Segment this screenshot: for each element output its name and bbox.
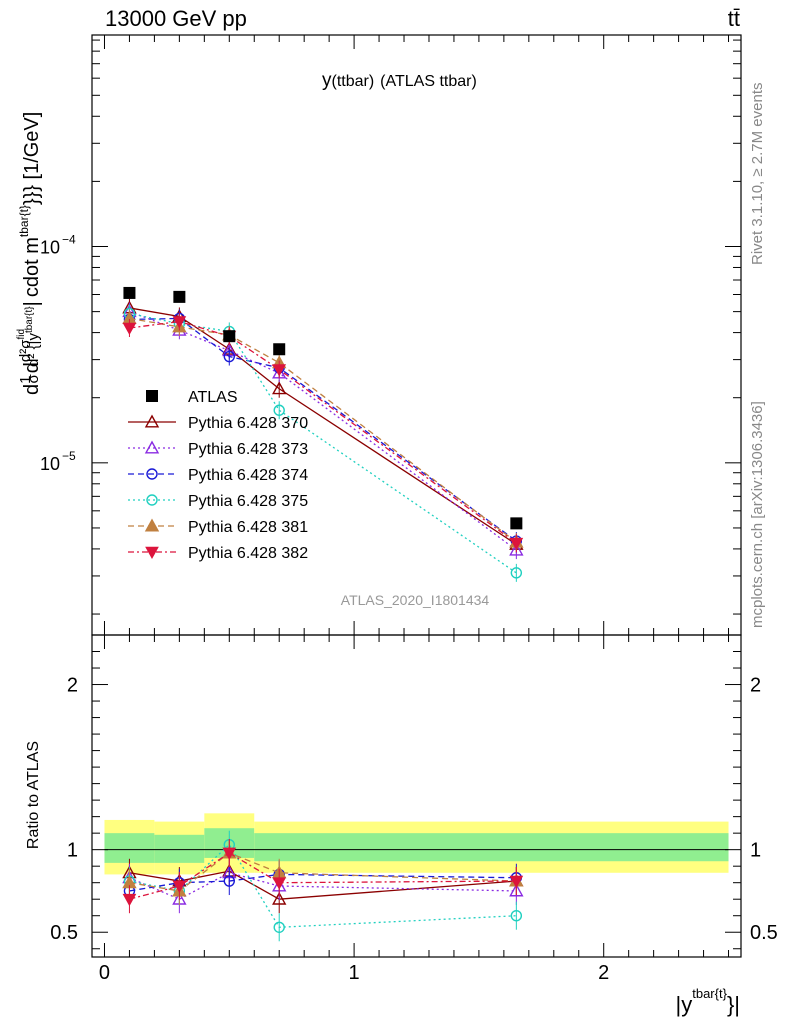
ratio-point	[273, 921, 285, 933]
ratio-axis-ticks	[92, 634, 741, 957]
series-atlas	[123, 286, 523, 530]
ratio-y-tick-label: 2	[67, 675, 78, 697]
legend-marker	[146, 494, 158, 506]
ratio-series-layer	[122, 830, 524, 942]
data-point	[509, 537, 524, 551]
ratio-point	[509, 875, 524, 889]
series-pythia-6-428-370	[122, 298, 524, 554]
main-title-rest: (ATLAS ttbar)	[380, 73, 477, 90]
data-point	[123, 286, 136, 299]
legend-entry: Pythia 6.428 370	[128, 414, 308, 432]
data-point	[223, 330, 236, 343]
data-point	[272, 381, 287, 395]
legend-marker	[146, 390, 158, 402]
ratio-y-tick-label-right: 2	[750, 675, 761, 697]
main-title-sub: (ttbar)	[332, 73, 375, 90]
series-pythia-6-428-373	[122, 302, 524, 560]
ratio-y-tick-label-right: 0.5	[750, 922, 778, 944]
y-tick-label-exponent: −5	[62, 449, 76, 463]
legend-label: Pythia 6.428 381	[188, 519, 308, 536]
series-pythia-6-428-382	[122, 312, 524, 553]
ratio-point	[222, 847, 237, 860]
legend-label: Pythia 6.428 373	[188, 441, 308, 458]
y-tick-label-base: 10	[40, 238, 60, 258]
main-y-axis-label: d1σdd²σfidd² {|ytbar{t}|cdot mtbar{t}}}}…	[16, 112, 43, 395]
legend-entry: Pythia 6.428 373	[128, 440, 308, 458]
x-tick-label: 2	[598, 962, 609, 984]
analysis-watermark: ATLAS_2020_I1801434	[341, 592, 490, 608]
data-point	[272, 364, 287, 377]
ratio-point	[272, 877, 287, 890]
main-title-main: y	[322, 70, 332, 91]
ratio-point	[172, 880, 187, 894]
legend-entry: Pythia 6.428 382	[128, 545, 308, 562]
main-y-tick-label-1e-4: 10 −4	[40, 233, 76, 258]
ratio-y-axis-label: Ratio to ATLAS	[25, 741, 42, 849]
uncertainty-bands	[104, 813, 729, 875]
main-series-layer	[122, 286, 524, 582]
data-point	[510, 567, 523, 579]
ratio-y-tick-labels: 0.5 0.5 1 1 2 2	[50, 675, 778, 945]
ratio-x-tick-labels: 0 1 2	[99, 962, 609, 984]
band-inner	[104, 833, 155, 863]
legend-label: Pythia 6.428 375	[188, 493, 308, 510]
legend-label: Pythia 6.428 370	[188, 415, 308, 432]
data-point	[273, 343, 286, 356]
main-axis-ticks	[92, 35, 741, 635]
energy-label: 13000 GeV pp	[105, 6, 247, 31]
y-tick-label-base: 10	[40, 454, 60, 474]
series-pythia-6-428-374	[123, 309, 523, 551]
legend-label: Pythia 6.428 382	[188, 545, 308, 562]
ratio-y-tick-label: 0.5	[50, 922, 78, 944]
ratio-point	[122, 893, 137, 907]
ratio-series-pythia-6-428-382	[122, 838, 524, 914]
x-tick-label: 1	[349, 962, 360, 984]
legend-entry: Pythia 6.428 381	[128, 518, 308, 536]
main-y-tick-label-1e-5: 10 −5	[40, 449, 76, 474]
legend-marker	[144, 518, 160, 532]
legend-label: ATLAS	[188, 389, 238, 406]
legend-marker	[146, 468, 158, 480]
series-pythia-6-428-375	[123, 304, 523, 582]
main-title: y(ttbar) (ATLAS ttbar)	[322, 70, 477, 91]
ratio-panel: 0.5 0.5 1 1 2 2 0 1 2 Ratio to ATLAS |ytbar{t}}…	[25, 634, 778, 1017]
legend-marker	[144, 440, 160, 454]
ratio-point	[510, 910, 523, 922]
x-axis-label: |ytbar{t}}|	[676, 986, 740, 1017]
ratio-y-tick-label: 1	[67, 840, 78, 862]
data-point	[273, 404, 285, 416]
series-pythia-6-428-381	[122, 309, 524, 552]
ratio-y-tick-label-right: 1	[750, 840, 761, 862]
band-inner	[254, 833, 729, 862]
ratio-frame	[91, 634, 742, 958]
band-inner	[154, 834, 205, 863]
ratio-line	[129, 852, 517, 900]
mcplots-label: mcplots.cern.ch [arXiv:1306.3436]	[749, 401, 766, 628]
data-point	[122, 322, 137, 336]
legend-label: Pythia 6.428 374	[188, 467, 308, 484]
y-tick-label-exponent: −4	[62, 233, 76, 247]
data-point	[173, 290, 186, 303]
data-point	[509, 542, 524, 556]
legend-entry: Pythia 6.428 375	[128, 493, 308, 510]
rivet-label: Rivet 3.1.10, ≥ 2.7M events	[749, 83, 766, 266]
x-tick-label: 0	[99, 962, 110, 984]
data-point	[510, 517, 523, 530]
ratio-point	[509, 883, 524, 897]
legend-marker	[145, 546, 159, 560]
process-label: tt̄	[728, 6, 740, 31]
data-point	[172, 316, 187, 329]
legend-entry: ATLAS	[146, 389, 238, 406]
legend: ATLAS Pythia 6.428 370 Pythia 6.428 373 Pyt…	[128, 389, 308, 562]
legend-entry: Pythia 6.428 374	[128, 467, 308, 484]
main-panel: y(ttbar) (ATLAS ttbar) ATLAS_2020_I180143…	[16, 34, 742, 636]
ratio-point	[272, 891, 287, 905]
ratio-point	[223, 875, 235, 887]
data-point	[223, 350, 235, 363]
legend-marker	[144, 414, 160, 428]
y-axis-label-text: d1σdd²σfidd² {|ytbar{t}|cdot mtbar{t}}}}…	[16, 112, 43, 395]
